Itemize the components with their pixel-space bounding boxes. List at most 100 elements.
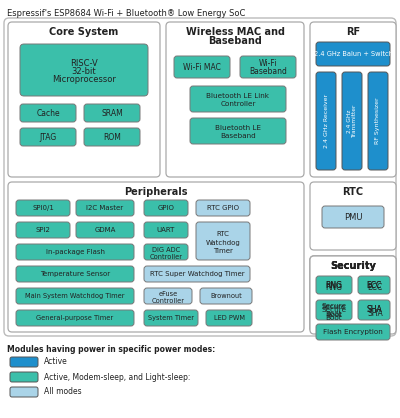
Text: SHA: SHA (366, 304, 382, 314)
Text: Controller: Controller (220, 101, 256, 107)
Text: Temperature Sensor: Temperature Sensor (40, 271, 110, 277)
FancyBboxPatch shape (16, 266, 134, 282)
FancyBboxPatch shape (10, 387, 38, 397)
FancyBboxPatch shape (16, 288, 134, 304)
FancyBboxPatch shape (196, 222, 250, 260)
Text: Boot: Boot (326, 315, 342, 321)
FancyBboxPatch shape (200, 288, 252, 304)
Text: Controller: Controller (152, 298, 184, 304)
Text: ECC: ECC (366, 280, 382, 290)
FancyBboxPatch shape (84, 104, 140, 122)
FancyBboxPatch shape (190, 118, 286, 144)
FancyBboxPatch shape (10, 357, 38, 367)
Text: Secure: Secure (322, 307, 346, 313)
Text: Bluetooth LE: Bluetooth LE (215, 125, 261, 131)
FancyBboxPatch shape (316, 300, 390, 328)
FancyBboxPatch shape (316, 300, 390, 328)
Text: RF: RF (346, 27, 360, 37)
Text: I2C Master: I2C Master (86, 205, 124, 211)
FancyBboxPatch shape (20, 44, 148, 96)
Text: 32-bit: 32-bit (72, 66, 96, 76)
Text: Security: Security (330, 261, 376, 271)
FancyBboxPatch shape (174, 56, 230, 78)
FancyBboxPatch shape (144, 200, 188, 216)
Text: Watchdog: Watchdog (206, 240, 240, 246)
Text: SPI0/1: SPI0/1 (32, 205, 54, 211)
FancyBboxPatch shape (368, 72, 388, 170)
Text: RTC: RTC (216, 231, 230, 237)
Text: System Timer: System Timer (148, 315, 194, 321)
Text: Cache: Cache (36, 109, 60, 117)
Text: RF Synthesizer: RF Synthesizer (376, 98, 380, 144)
Text: GDMA: GDMA (94, 227, 116, 233)
FancyBboxPatch shape (310, 182, 396, 250)
Text: RTC GPIO: RTC GPIO (207, 205, 239, 211)
Text: Timer: Timer (213, 248, 233, 254)
FancyBboxPatch shape (8, 182, 304, 332)
FancyBboxPatch shape (196, 200, 250, 216)
FancyBboxPatch shape (8, 22, 160, 177)
FancyBboxPatch shape (310, 256, 396, 334)
FancyBboxPatch shape (166, 22, 304, 177)
Text: Bluetooth LE Link: Bluetooth LE Link (206, 93, 270, 99)
Text: DIG ADC: DIG ADC (152, 247, 180, 253)
FancyBboxPatch shape (76, 200, 134, 216)
Text: General-purpose Timer: General-purpose Timer (36, 315, 114, 321)
Text: Peripherals: Peripherals (124, 187, 188, 197)
Text: Boot: Boot (326, 312, 342, 318)
FancyBboxPatch shape (4, 18, 396, 336)
FancyBboxPatch shape (358, 298, 390, 320)
Text: Secure: Secure (322, 303, 346, 309)
Text: Active, Modem-sleep, and Light-sleep:: Active, Modem-sleep, and Light-sleep: (44, 372, 190, 382)
Text: All modes: All modes (44, 387, 82, 397)
Text: PMU: PMU (344, 212, 362, 222)
FancyBboxPatch shape (206, 310, 252, 326)
Text: Wi-Fi MAC: Wi-Fi MAC (183, 63, 221, 71)
Text: SPI2: SPI2 (36, 227, 50, 233)
FancyBboxPatch shape (190, 86, 286, 112)
Text: In-package Flash: In-package Flash (46, 249, 104, 255)
FancyBboxPatch shape (144, 310, 198, 326)
Text: Security: Security (330, 261, 376, 271)
Text: ECC: ECC (367, 283, 383, 291)
Text: Microprocessor: Microprocessor (52, 74, 116, 84)
FancyBboxPatch shape (358, 276, 390, 294)
FancyBboxPatch shape (358, 276, 390, 294)
Text: LED PWM: LED PWM (214, 315, 244, 321)
Text: Brownout: Brownout (210, 293, 242, 299)
FancyBboxPatch shape (144, 288, 192, 304)
FancyBboxPatch shape (316, 298, 390, 326)
Text: Baseband: Baseband (249, 66, 287, 76)
Text: 2.4 GHz Receiver: 2.4 GHz Receiver (324, 94, 328, 148)
Text: Flash Encryption: Flash Encryption (323, 329, 383, 335)
Text: Baseband: Baseband (220, 133, 256, 139)
Text: Wireless MAC and: Wireless MAC and (186, 27, 284, 37)
Text: Controller: Controller (150, 254, 182, 260)
FancyBboxPatch shape (16, 310, 134, 326)
Text: Secure: Secure (322, 304, 346, 310)
Text: 2.4 GHz Balun + Switch: 2.4 GHz Balun + Switch (314, 51, 392, 57)
Text: ROM: ROM (103, 133, 121, 142)
Text: RNG: RNG (326, 280, 342, 290)
Text: RTC Super Watchdog Timer: RTC Super Watchdog Timer (150, 271, 244, 277)
Text: Espressif's ESP8684 Wi-Fi + Bluetooth® Low Energy SoC: Espressif's ESP8684 Wi-Fi + Bluetooth® L… (7, 8, 245, 18)
Text: Core System: Core System (49, 27, 119, 37)
Text: Active: Active (44, 357, 68, 367)
FancyBboxPatch shape (20, 104, 76, 122)
FancyBboxPatch shape (316, 302, 352, 324)
Text: Security: Security (330, 261, 376, 271)
Text: RNG: RNG (326, 283, 342, 291)
FancyBboxPatch shape (16, 244, 134, 260)
FancyBboxPatch shape (316, 276, 352, 294)
FancyBboxPatch shape (76, 222, 134, 238)
Text: SHA: SHA (367, 308, 383, 318)
FancyBboxPatch shape (16, 200, 70, 216)
FancyBboxPatch shape (342, 72, 362, 170)
Text: 2.4 GHz
Transmitter: 2.4 GHz Transmitter (346, 104, 358, 138)
Text: Boot: Boot (326, 311, 342, 317)
FancyBboxPatch shape (144, 244, 188, 260)
Text: eFuse: eFuse (158, 291, 178, 297)
Text: ECC: ECC (366, 280, 382, 290)
Text: SRAM: SRAM (101, 109, 123, 117)
Text: Modules having power in specific power modes:: Modules having power in specific power m… (7, 346, 215, 354)
